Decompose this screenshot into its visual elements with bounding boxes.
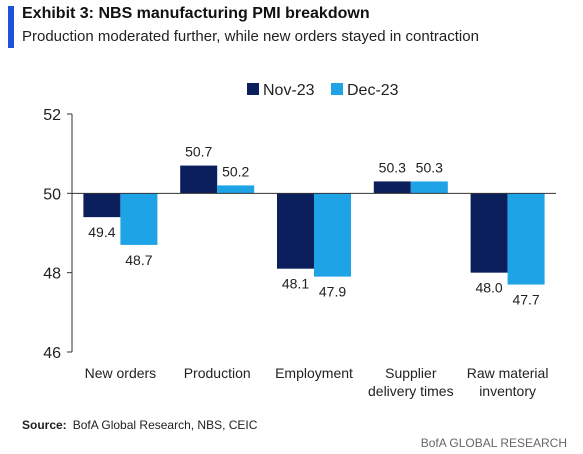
bar-nov-23 bbox=[180, 165, 218, 194]
x-tick-label: delivery times bbox=[368, 383, 454, 399]
source-note: Source: BofA Global Research, NBS, CEIC bbox=[22, 418, 257, 432]
y-tick-label: 48 bbox=[43, 266, 61, 283]
legend-label-nov-23: Nov-23 bbox=[263, 82, 315, 99]
bar-dec-23 bbox=[120, 193, 158, 245]
legend-swatch-nov-23 bbox=[247, 83, 259, 95]
data-label: 47.9 bbox=[319, 284, 346, 300]
source-label: Source: bbox=[22, 418, 67, 432]
accent-bar bbox=[8, 6, 14, 48]
x-tick-label: Production bbox=[184, 365, 251, 381]
y-tick-label: 46 bbox=[43, 345, 61, 362]
y-tick-label: 52 bbox=[43, 107, 61, 124]
data-label: 48.1 bbox=[282, 276, 309, 292]
x-tick-label: New orders bbox=[85, 365, 157, 381]
data-label: 48.0 bbox=[475, 280, 502, 296]
x-tick-label: Raw material bbox=[467, 365, 549, 381]
x-tick-label: Employment bbox=[275, 365, 353, 381]
data-label: 49.4 bbox=[88, 224, 115, 240]
bar-nov-23 bbox=[83, 193, 121, 218]
bar-dec-23 bbox=[217, 185, 255, 194]
bar-nov-23 bbox=[470, 193, 508, 273]
data-label: 50.7 bbox=[185, 144, 212, 160]
chart-subtitle: Production moderated further, while new … bbox=[22, 28, 479, 45]
bar-nov-23 bbox=[373, 181, 411, 194]
legend-label-dec-23: Dec-23 bbox=[347, 82, 399, 99]
data-label: 47.7 bbox=[512, 292, 539, 308]
data-label: 50.3 bbox=[416, 159, 443, 175]
data-label: 48.7 bbox=[125, 252, 152, 268]
bar-nov-23 bbox=[277, 193, 314, 269]
source-text: BofA Global Research, NBS, CEIC bbox=[72, 418, 258, 432]
footer-brand: BofA GLOBAL RESEARCH bbox=[420, 436, 567, 450]
data-label: 50.3 bbox=[379, 159, 406, 175]
x-tick-label: inventory bbox=[479, 383, 536, 399]
y-tick-label: 50 bbox=[43, 186, 61, 203]
chart-title: Exhibit 3: NBS manufacturing PMI breakdo… bbox=[22, 5, 370, 22]
legend-swatch-dec-23 bbox=[331, 83, 343, 95]
bar-dec-23 bbox=[410, 181, 448, 194]
data-label: 50.2 bbox=[222, 163, 249, 179]
bar-dec-23 bbox=[314, 193, 351, 277]
x-tick-label: Supplier bbox=[385, 365, 437, 381]
bar-dec-23 bbox=[507, 193, 545, 285]
